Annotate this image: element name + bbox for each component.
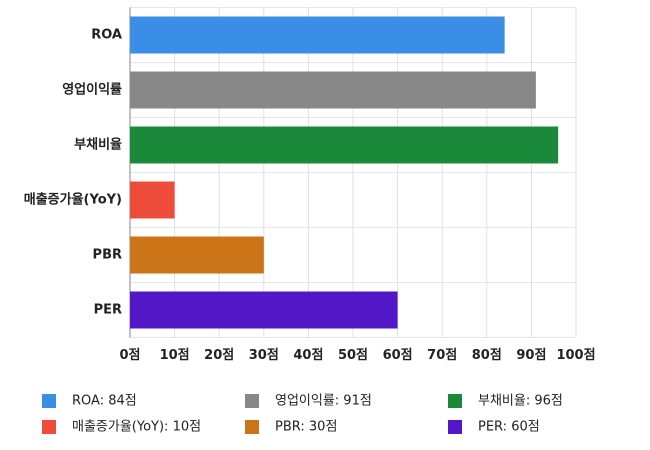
- x-tick-label: 0점: [119, 348, 140, 363]
- legend-swatch: [42, 394, 56, 408]
- y-tick-label: PER: [94, 303, 122, 318]
- legend-label: PBR: 30점: [275, 420, 337, 435]
- x-tick-label: 90점: [516, 348, 546, 363]
- y-tick-label: 부채비율: [74, 137, 122, 153]
- bar: [130, 236, 264, 274]
- legend-label: ROA: 84점: [72, 394, 137, 409]
- legend-label: PER: 60점: [478, 420, 540, 435]
- bar: [130, 126, 559, 164]
- bar: [130, 291, 398, 329]
- x-tick-label: 10점: [160, 348, 190, 363]
- legend-swatch: [245, 420, 259, 434]
- x-tick-label: 40점: [293, 348, 323, 363]
- bar: [130, 16, 505, 54]
- x-tick-label: 100점: [556, 348, 595, 363]
- legend-swatch: [448, 394, 462, 408]
- y-tick-label: ROA: [91, 28, 122, 43]
- legend-swatch: [448, 420, 462, 434]
- x-tick-label: 80점: [472, 348, 502, 363]
- legend-swatch: [42, 420, 56, 434]
- bar: [130, 71, 536, 109]
- y-tick-label: 매출증가율(YoY): [24, 192, 122, 208]
- legend-label: 영업이익률: 91점: [275, 394, 372, 409]
- y-tick-label: PBR: [93, 248, 122, 263]
- x-tick-label: 20점: [204, 348, 234, 363]
- x-tick-label: 70점: [427, 348, 457, 363]
- legend-label: 매출증가율(YoY): 10점: [72, 420, 201, 435]
- x-tick-label: 30점: [249, 348, 279, 363]
- bar: [130, 181, 175, 219]
- x-tick-label: 50점: [338, 348, 368, 363]
- x-tick-label: 60점: [383, 348, 413, 363]
- legend-swatch: [245, 394, 259, 408]
- y-tick-label: 영업이익률: [62, 82, 122, 98]
- legend-label: 부채비율: 96점: [478, 394, 563, 409]
